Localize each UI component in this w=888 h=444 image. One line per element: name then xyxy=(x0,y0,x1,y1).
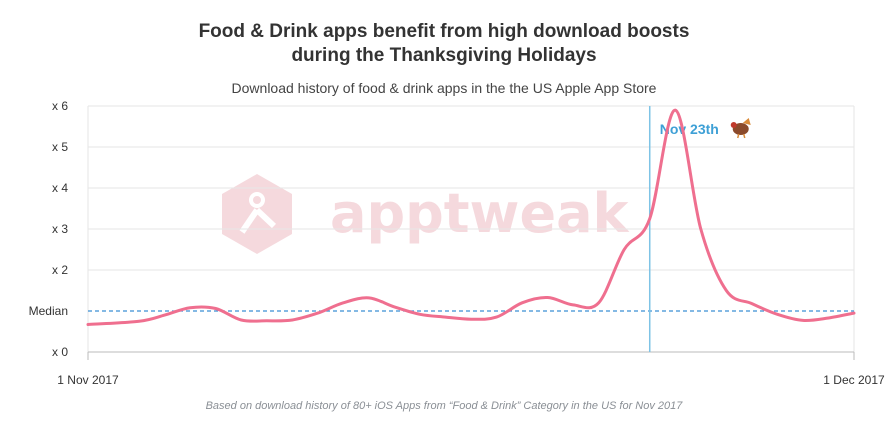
chart-subtitle: Download history of food & drink apps in… xyxy=(231,80,657,96)
y-tick-label: x 3 xyxy=(52,222,68,236)
y-tick-label: x 0 xyxy=(52,345,68,359)
turkey-leg xyxy=(743,133,746,139)
chart-title: Food & Drink apps benefit from high down… xyxy=(0,20,888,68)
chart-footnote: Based on download history of 80+ iOS App… xyxy=(205,400,683,412)
x-tick-label-start: 1 Nov 2017 xyxy=(57,373,119,387)
turkey-head xyxy=(730,122,737,128)
y-tick-label: Median xyxy=(29,304,68,318)
x-axis: 1 Nov 2017 1 Dec 2017 xyxy=(57,351,885,387)
apptweak-logo-icon xyxy=(222,174,292,254)
y-tick-label: x 4 xyxy=(52,181,68,195)
turkey-leg xyxy=(737,133,740,139)
chart-title-line-1: Food & Drink apps benefit from high down… xyxy=(198,21,690,42)
watermark-text: apptweak xyxy=(330,182,630,245)
turkey-body xyxy=(732,123,749,135)
y-tick-label: x 6 xyxy=(52,99,68,113)
turkey-icon xyxy=(730,118,751,139)
apptweak-watermark: apptweak xyxy=(222,174,630,254)
y-axis: x 0 Median x 2 x 3 x 4 x 5 x 6 xyxy=(29,99,69,359)
chart-title-line-2: during the Thanksgiving Holidays xyxy=(291,45,597,66)
series-line xyxy=(86,108,856,326)
x-tick-label-end: 1 Dec 2017 xyxy=(823,373,885,387)
y-tick-label: x 5 xyxy=(52,140,68,154)
grid-lines xyxy=(87,105,855,353)
series-downloads xyxy=(86,108,856,326)
turkey-tail xyxy=(742,118,751,125)
y-tick-label: x 2 xyxy=(52,263,68,277)
annotation: Nov 23th xyxy=(648,106,751,352)
annotation-label: Nov 23th xyxy=(660,121,719,137)
